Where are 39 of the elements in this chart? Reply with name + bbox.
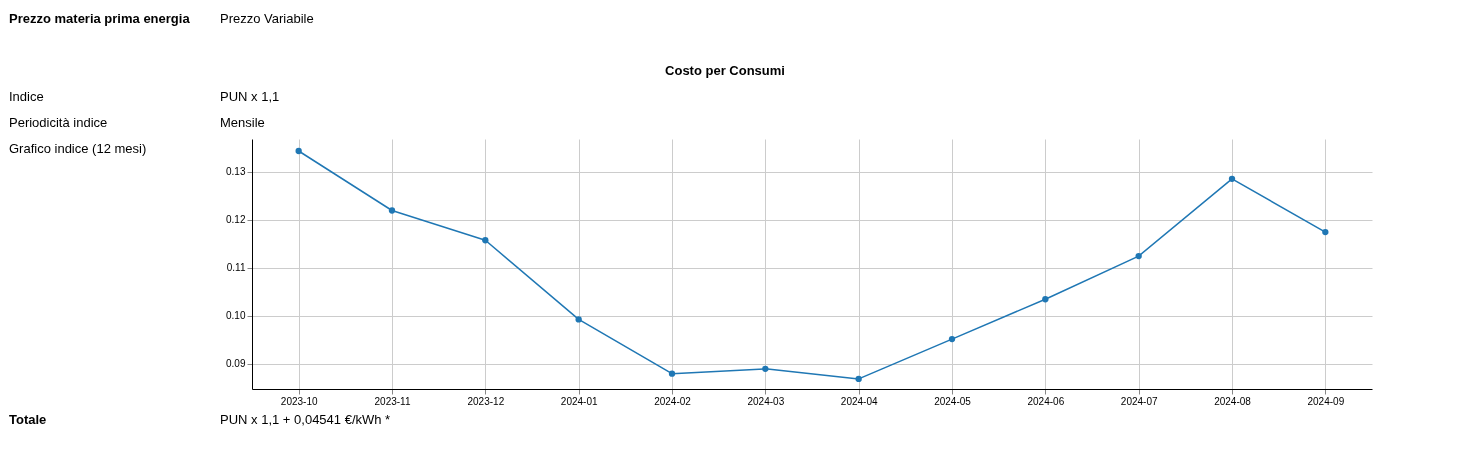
x-tick-label: 2023-10: [280, 395, 318, 407]
point: [295, 147, 302, 155]
x-tick-label: 2023-12: [467, 395, 505, 407]
x-tick-label: 2024-02: [654, 395, 692, 407]
text: Periodicità indice: [9, 115, 108, 130]
point: [948, 335, 956, 343]
x-tick-label: 2024-04: [840, 395, 878, 407]
point: [575, 316, 582, 323]
x-tick-label: 2024-09: [1307, 395, 1345, 407]
text: Totale: [9, 412, 47, 427]
text: Grafico indice (12 mesi): [9, 141, 147, 156]
x-tick-label: 2024-01: [560, 395, 598, 407]
point: [1322, 228, 1329, 236]
y-tick-label: 0.09: [226, 358, 246, 370]
x-tick-label: 2024-05: [934, 395, 972, 407]
x-tick-label: 2024-07: [1120, 395, 1158, 407]
point: [388, 207, 396, 214]
text: Prezzo materia prima energia: [9, 11, 191, 26]
text: PUN x 1,1 + 0,04541 €/kWh *: [220, 412, 391, 427]
point: [1228, 175, 1236, 182]
text: Costo per Consumi: [665, 63, 785, 78]
y-tick-label: 0.13: [226, 166, 246, 178]
point: [855, 375, 862, 383]
text: Indice: [9, 89, 44, 104]
point: [1042, 296, 1049, 303]
text: Mensile: [220, 115, 265, 130]
x-tick-label: 2024-06: [1027, 395, 1065, 407]
x-tick-label: 2024-03: [747, 395, 785, 407]
x-tick-label: 2024-08: [1214, 395, 1252, 407]
y-tick-label: 0.10: [226, 310, 246, 322]
point: [482, 237, 489, 244]
x-tick-label: 2023-11: [374, 395, 411, 407]
point: [1135, 252, 1142, 260]
point: [668, 370, 676, 377]
text: PUN x 1,1: [220, 89, 280, 104]
y-tick-label: 0.12: [226, 214, 246, 226]
text: Prezzo Variabile: [220, 11, 314, 26]
point: [762, 365, 769, 372]
y-tick-label: 0.11: [226, 262, 246, 274]
